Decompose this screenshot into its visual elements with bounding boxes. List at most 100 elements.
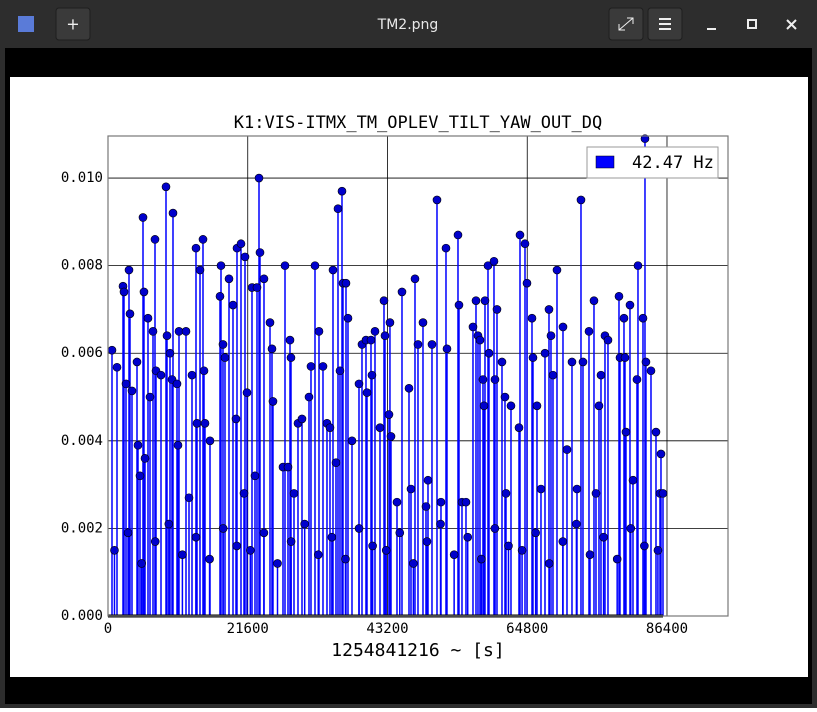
marker: [558, 322, 568, 332]
marker: [123, 528, 133, 538]
marker: [216, 261, 226, 270]
marker: [224, 274, 234, 284]
marker: [327, 532, 337, 542]
marker: [548, 370, 558, 380]
marker: [140, 454, 150, 463]
marker: [384, 410, 394, 419]
new-button[interactable]: [55, 7, 91, 41]
legend-swatch: [595, 155, 615, 169]
marker: [379, 296, 389, 305]
marker: [599, 532, 608, 542]
marker: [195, 265, 205, 275]
marker: [232, 541, 242, 551]
marker: [640, 134, 650, 143]
marker: [313, 550, 323, 559]
marker: [651, 427, 661, 437]
marker: [112, 362, 122, 372]
marker: [640, 541, 649, 551]
legend-label: 42.47 Hz: [632, 153, 714, 173]
marker: [603, 335, 613, 345]
close-button[interactable]: [786, 19, 797, 30]
marker: [522, 278, 532, 288]
marker: [259, 274, 269, 284]
marker: [231, 414, 241, 424]
marker: [380, 331, 390, 341]
marker: [404, 383, 414, 393]
marker: [497, 357, 507, 367]
marker: [441, 243, 451, 253]
marker: [121, 379, 131, 389]
x-tick-label: 64800: [506, 621, 548, 637]
maximize-button[interactable]: [747, 19, 757, 29]
marker: [124, 265, 134, 275]
marker: [367, 370, 377, 380]
marker: [546, 331, 556, 341]
marker: [143, 313, 153, 323]
marker: [255, 248, 265, 257]
y-tick-label: 0.000: [61, 608, 103, 624]
marker: [110, 546, 119, 555]
marker: [653, 546, 663, 555]
marker: [501, 489, 511, 498]
marker: [280, 261, 290, 270]
marker: [453, 230, 463, 240]
marker: [343, 313, 353, 323]
marker: [544, 559, 554, 568]
marker: [306, 362, 316, 371]
marker: [442, 344, 452, 354]
marker: [432, 195, 442, 205]
marker: [406, 484, 416, 494]
marker: [421, 502, 431, 511]
marker: [362, 388, 372, 397]
marker: [656, 449, 666, 459]
marker: [536, 484, 546, 494]
marker: [165, 348, 175, 358]
marker: [341, 278, 351, 288]
marker: [107, 345, 117, 355]
marker: [300, 519, 309, 529]
marker: [612, 554, 622, 564]
marker: [310, 261, 320, 270]
plot: K1:VIS-ITMX_TM_OPLEV_TILT_YAW_OUT_DQ 1254…: [61, 113, 729, 661]
marker: [205, 436, 215, 446]
marker: [125, 309, 135, 319]
marker: [531, 528, 540, 538]
marker: [480, 296, 490, 305]
marker: [413, 340, 423, 349]
marker: [572, 519, 581, 529]
marker: [254, 173, 264, 183]
marker: [184, 493, 194, 503]
marker: [409, 559, 418, 568]
marker: [585, 550, 595, 559]
marker: [198, 235, 208, 244]
marker: [638, 313, 648, 323]
marker: [135, 471, 145, 481]
marker: [318, 362, 328, 371]
marker: [540, 348, 550, 358]
marker: [265, 318, 275, 327]
axes-frame: [107, 135, 729, 617]
app-icon: [18, 16, 34, 32]
x-tick-label: 86400: [646, 621, 688, 637]
marker: [578, 357, 588, 367]
y-tick-label: 0.002: [61, 520, 103, 536]
marker: [286, 537, 296, 546]
marker: [173, 440, 183, 450]
marker: [489, 256, 499, 266]
marker: [228, 300, 238, 310]
marker: [119, 287, 129, 297]
marker: [268, 397, 278, 406]
marker: [205, 554, 214, 564]
y-tick-label: 0.010: [61, 170, 103, 186]
marker: [646, 366, 656, 376]
marker: [621, 427, 631, 437]
marker: [504, 541, 513, 551]
marker: [628, 475, 638, 485]
x-axis-label: 1254841216 ~ [s]: [331, 640, 504, 661]
marker: [528, 353, 538, 362]
marker: [558, 537, 568, 546]
y-tick-label: 0.008: [61, 258, 103, 274]
marker: [145, 392, 155, 402]
